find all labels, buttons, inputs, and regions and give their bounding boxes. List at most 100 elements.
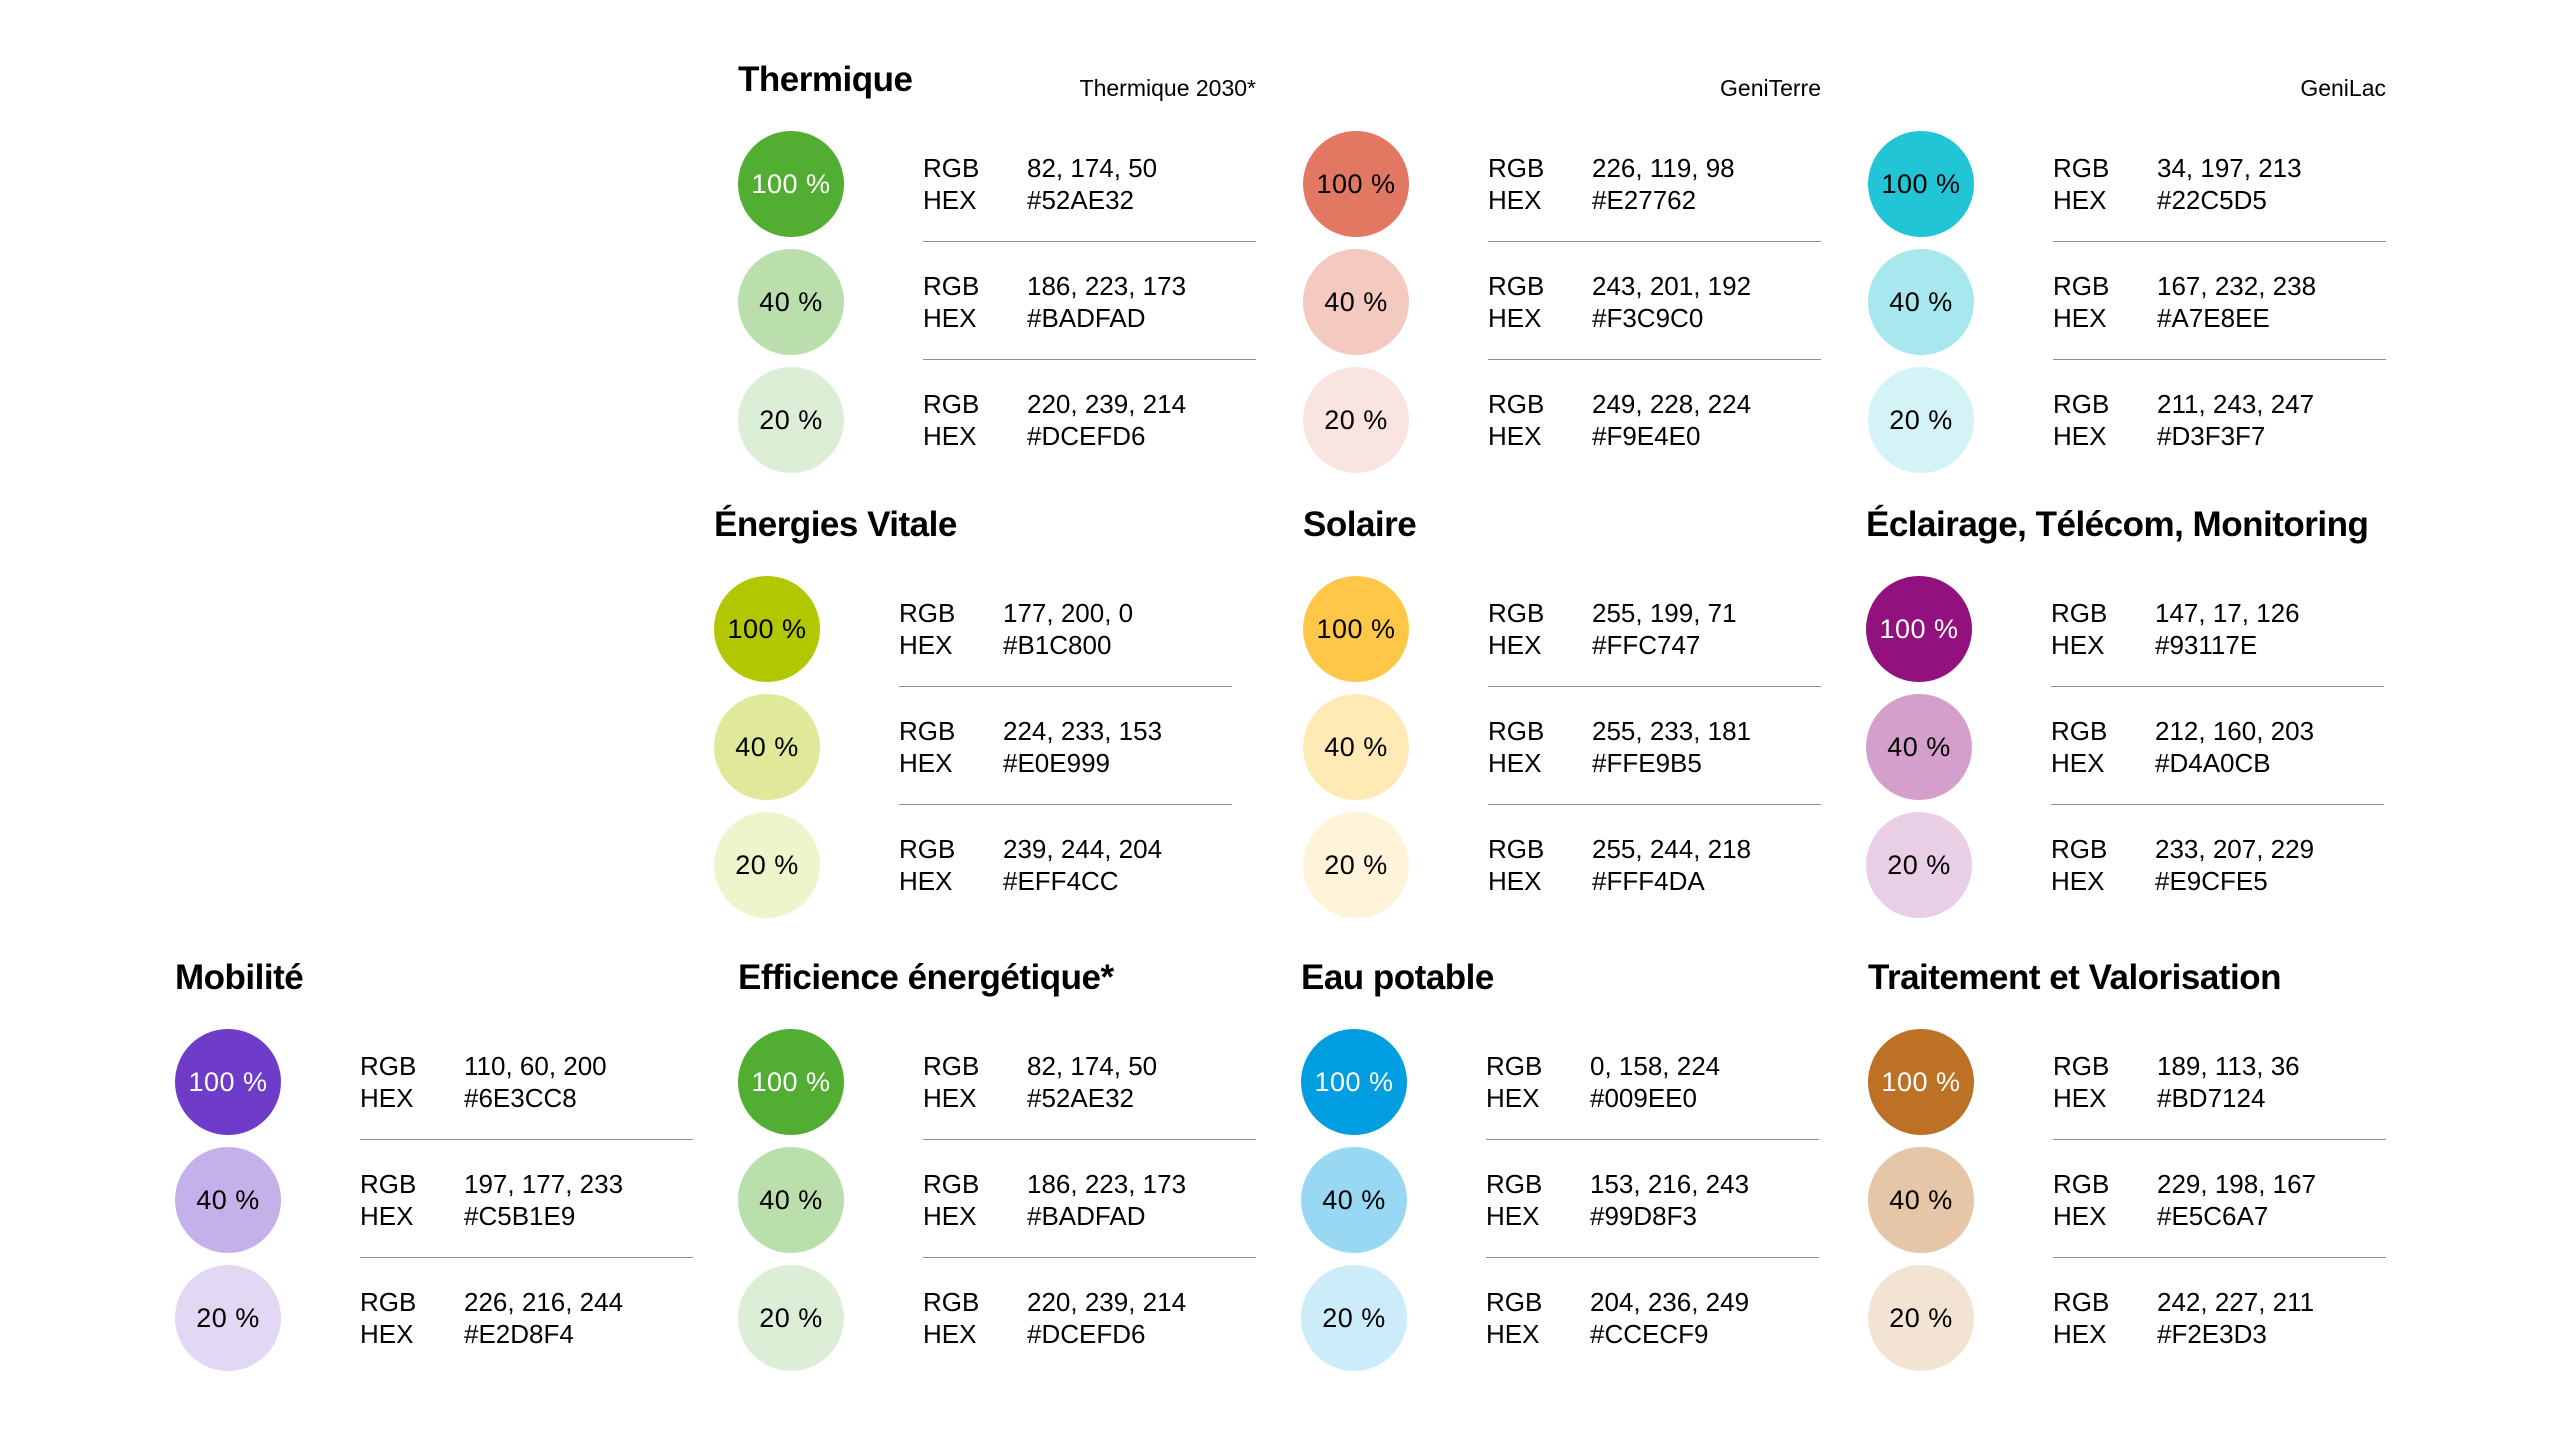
hex-label: HEX bbox=[1488, 185, 1542, 215]
color-swatch-100: 100 % bbox=[1301, 1029, 1407, 1135]
shade-row-20: 20 % RGB 211, 243, 247 HEX #D3F3F7 bbox=[1868, 367, 2386, 475]
shade-values: RGB 82, 174, 50 HEX #52AE32 bbox=[923, 152, 1157, 216]
hex-value: #CCECF9 bbox=[1590, 1319, 1709, 1349]
hex-label: HEX bbox=[2051, 866, 2105, 896]
row-divider bbox=[1488, 686, 1821, 687]
palette-corner-label: GeniTerre bbox=[1720, 75, 1821, 101]
hex-label: HEX bbox=[2053, 1319, 2107, 1349]
hex-value: #F3C9C0 bbox=[1592, 303, 1704, 333]
shade-values: RGB 229, 198, 167 HEX #E5C6A7 bbox=[2053, 1168, 2316, 1232]
shade-values: RGB 226, 216, 244 HEX #E2D8F4 bbox=[360, 1286, 623, 1350]
hex-label: HEX bbox=[1488, 630, 1542, 660]
rgb-value: 147, 17, 126 bbox=[2155, 598, 2300, 628]
palette-geniterre: GeniTerre 100 % RGB 226, 119, 98 HEX #E277… bbox=[1303, 60, 1821, 490]
row-divider bbox=[2051, 686, 2384, 687]
hex-label: HEX bbox=[1486, 1319, 1540, 1349]
rgb-value: 220, 239, 214 bbox=[1027, 1287, 1187, 1317]
color-swatch-20: 20 % bbox=[714, 812, 820, 918]
row-divider bbox=[360, 1257, 693, 1258]
shade-row-20: 20 % RGB 239, 244, 204 HEX #EFF4CC bbox=[714, 812, 1232, 920]
swatch-percent-label: 100 % bbox=[727, 613, 807, 644]
color-swatch-40: 40 % bbox=[1868, 1147, 1974, 1253]
rgb-label: RGB bbox=[1488, 716, 1545, 746]
shade-values: RGB 243, 201, 192 HEX #F3C9C0 bbox=[1488, 270, 1751, 334]
rgb-label: RGB bbox=[2053, 1051, 2110, 1081]
hex-label: HEX bbox=[2053, 185, 2107, 215]
color-swatch-100: 100 % bbox=[1303, 576, 1409, 682]
shade-values: RGB 233, 207, 229 HEX #E9CFE5 bbox=[2051, 833, 2314, 897]
rgb-value: 204, 236, 249 bbox=[1590, 1287, 1750, 1317]
shade-values: RGB 220, 239, 214 HEX #DCEFD6 bbox=[923, 388, 1186, 452]
swatch-percent-label: 20 % bbox=[759, 404, 823, 435]
hex-value: #BADFAD bbox=[1027, 303, 1146, 333]
shade-row-20: 20 % RGB 233, 207, 229 HEX #E9CFE5 bbox=[1866, 812, 2384, 920]
rgb-value: 243, 201, 192 bbox=[1592, 271, 1752, 301]
hex-label: HEX bbox=[360, 1083, 414, 1113]
row-divider bbox=[1488, 804, 1821, 805]
color-swatch-20: 20 % bbox=[175, 1265, 281, 1371]
rgb-label: RGB bbox=[923, 1051, 980, 1081]
rgb-value: 186, 223, 173 bbox=[1027, 271, 1187, 301]
rgb-value: 242, 227, 211 bbox=[2157, 1287, 2315, 1317]
hex-value: #F9E4E0 bbox=[1592, 421, 1701, 451]
rgb-label: RGB bbox=[899, 598, 956, 628]
shade-row-100: 100 % RGB 255, 199, 71 HEX #FFC747 bbox=[1303, 576, 1821, 684]
swatch-percent-label: 40 % bbox=[759, 286, 823, 317]
color-swatch-40: 40 % bbox=[738, 1147, 844, 1253]
hex-label: HEX bbox=[923, 1201, 977, 1231]
color-swatch-100: 100 % bbox=[1868, 131, 1974, 237]
swatch-percent-label: 100 % bbox=[1881, 168, 1961, 199]
rgb-value: 211, 243, 247 bbox=[2157, 389, 2315, 419]
color-swatch-40: 40 % bbox=[1866, 694, 1972, 800]
rgb-label: RGB bbox=[1486, 1287, 1543, 1317]
rgb-label: RGB bbox=[2051, 716, 2108, 746]
swatch-percent-label: 100 % bbox=[188, 1066, 268, 1097]
hex-label: HEX bbox=[899, 866, 953, 896]
palette-mobilite: Mobilité 100 % RGB 110, 60, 200 HEX #6E3CC… bbox=[175, 958, 693, 1388]
palette-energies-vitale: Énergies Vitale 100 % RGB 177, 200, 0 HEX… bbox=[714, 505, 1232, 935]
color-swatch-40: 40 % bbox=[1303, 249, 1409, 355]
rgb-value: 212, 160, 203 bbox=[2155, 716, 2315, 746]
hex-label: HEX bbox=[1486, 1201, 1540, 1231]
hex-label: HEX bbox=[923, 185, 977, 215]
rgb-label: RGB bbox=[360, 1051, 417, 1081]
rgb-value: 177, 200, 0 bbox=[1003, 598, 1134, 628]
color-swatch-100: 100 % bbox=[175, 1029, 281, 1135]
row-divider bbox=[2051, 804, 2384, 805]
row-divider bbox=[899, 686, 1232, 687]
rgb-value: 82, 174, 50 bbox=[1027, 153, 1158, 183]
palette-solaire: Solaire 100 % RGB 255, 199, 71 HEX #FFC747… bbox=[1303, 505, 1821, 935]
color-swatch-100: 100 % bbox=[1866, 576, 1972, 682]
hex-value: #A7E8EE bbox=[2157, 303, 2270, 333]
shade-row-100: 100 % RGB 82, 174, 50 HEX #52AE32 bbox=[738, 131, 1256, 239]
shade-values: RGB 186, 223, 173 HEX #BADFAD bbox=[923, 270, 1186, 334]
color-swatch-20: 20 % bbox=[1303, 367, 1409, 473]
shade-values: RGB 186, 223, 173 HEX #BADFAD bbox=[923, 1168, 1186, 1232]
row-divider bbox=[899, 804, 1232, 805]
shade-row-40: 40 % RGB 255, 233, 181 HEX #FFE9B5 bbox=[1303, 694, 1821, 802]
shade-values: RGB 255, 199, 71 HEX #FFC747 bbox=[1488, 597, 1737, 661]
hex-value: #DCEFD6 bbox=[1027, 421, 1146, 451]
shade-values: RGB 249, 228, 224 HEX #F9E4E0 bbox=[1488, 388, 1751, 452]
hex-label: HEX bbox=[923, 303, 977, 333]
rgb-label: RGB bbox=[899, 716, 956, 746]
hex-value: #009EE0 bbox=[1590, 1083, 1697, 1113]
swatch-percent-label: 100 % bbox=[751, 1066, 831, 1097]
rgb-value: 224, 233, 153 bbox=[1003, 716, 1163, 746]
hex-value: #22C5D5 bbox=[2157, 185, 2267, 215]
shade-values: RGB 110, 60, 200 HEX #6E3CC8 bbox=[360, 1050, 607, 1114]
hex-value: #EFF4CC bbox=[1003, 866, 1119, 896]
rgb-label: RGB bbox=[2053, 271, 2110, 301]
rgb-value: 186, 223, 173 bbox=[1027, 1169, 1187, 1199]
shade-values: RGB 177, 200, 0 HEX #B1C800 bbox=[899, 597, 1133, 661]
hex-value: #B1C800 bbox=[1003, 630, 1112, 660]
row-divider bbox=[2053, 241, 2386, 242]
shade-row-40: 40 % RGB 186, 223, 173 HEX #BADFAD bbox=[738, 249, 1256, 357]
hex-value: #E5C6A7 bbox=[2157, 1201, 2269, 1231]
row-divider bbox=[2053, 359, 2386, 360]
rgb-value: 110, 60, 200 bbox=[464, 1051, 607, 1081]
rgb-value: 255, 199, 71 bbox=[1592, 598, 1737, 628]
rgb-value: 167, 232, 238 bbox=[2157, 271, 2317, 301]
palette-title: Mobilité bbox=[175, 958, 304, 997]
color-swatch-20: 20 % bbox=[738, 1265, 844, 1371]
